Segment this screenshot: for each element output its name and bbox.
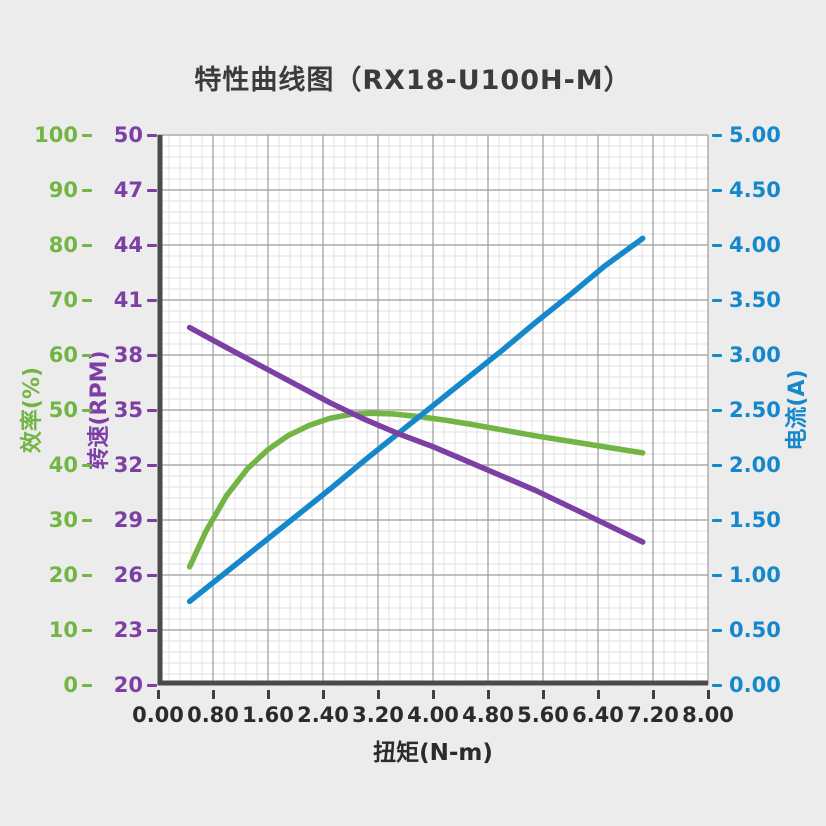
plot-area	[157, 134, 709, 686]
tick-label: 4.00	[407, 703, 459, 727]
x-tick-mark	[156, 690, 160, 699]
tick-label: 7.20	[627, 703, 679, 727]
tick-label: 5.60	[517, 703, 569, 727]
tick-label: 3.50	[712, 288, 781, 312]
x-tick-mark	[266, 690, 270, 699]
tick-label: 90	[0, 178, 92, 202]
current-axis-title: 电流(A)	[785, 369, 810, 451]
speed-axis-title: 转速(RPM)	[87, 350, 112, 470]
tick-label: 44	[0, 233, 157, 257]
tick-label: 0.00	[132, 703, 184, 727]
x-tick-mark	[486, 690, 490, 699]
tick-label: 1.60	[242, 703, 294, 727]
tick-label: 1.00	[712, 563, 781, 587]
efficiency-axis-title: 效率(%)	[20, 366, 45, 454]
tick-label: 29	[0, 508, 157, 532]
tick-label: 40	[0, 453, 92, 477]
tick-label: 0	[0, 673, 92, 697]
x-tick-mark	[321, 690, 325, 699]
x-tick-mark	[541, 690, 545, 699]
tick-label: 6.40	[572, 703, 624, 727]
tick-label: 47	[0, 178, 157, 202]
grid-and-curves-svg	[157, 134, 709, 686]
tick-label: 2.00	[712, 453, 781, 477]
x-tick-mark	[651, 690, 655, 699]
tick-label: 10	[0, 618, 92, 642]
tick-label: 0.50	[712, 618, 781, 642]
tick-label: 3.00	[712, 343, 781, 367]
tick-label: 30	[0, 508, 92, 532]
tick-label: 70	[0, 288, 92, 312]
tick-label: 80	[0, 233, 92, 257]
tick-label: 0.80	[187, 703, 239, 727]
tick-label: 50	[0, 123, 157, 147]
tick-label: 0.00	[712, 673, 781, 697]
tick-label: 41	[0, 288, 157, 312]
tick-label: 2.50	[712, 398, 781, 422]
tick-label: 1.50	[712, 508, 781, 532]
tick-label: 4.50	[712, 178, 781, 202]
tick-label: 5.00	[712, 123, 781, 147]
tick-label: 4.80	[462, 703, 514, 727]
x-axis-title: 扭矩(N-m)	[373, 740, 493, 766]
x-tick-mark	[211, 690, 215, 699]
tick-label: 26	[0, 563, 157, 587]
tick-label: 23	[0, 618, 157, 642]
tick-label: 38	[0, 343, 157, 367]
tick-label: 100	[0, 123, 92, 147]
tick-label: 2.40	[297, 703, 349, 727]
chart-title: 特性曲线图（RX18-U100H-M）	[194, 65, 632, 96]
tick-label: 3.20	[352, 703, 404, 727]
tick-label: 20	[0, 563, 92, 587]
tick-label: 4.00	[712, 233, 781, 257]
x-tick-mark	[376, 690, 380, 699]
x-tick-mark	[706, 690, 710, 699]
tick-label: 8.00	[682, 703, 734, 727]
x-tick-mark	[596, 690, 600, 699]
tick-label: 20	[0, 673, 157, 697]
x-tick-mark	[431, 690, 435, 699]
tick-label: 32	[0, 453, 157, 477]
tick-label: 60	[0, 343, 92, 367]
